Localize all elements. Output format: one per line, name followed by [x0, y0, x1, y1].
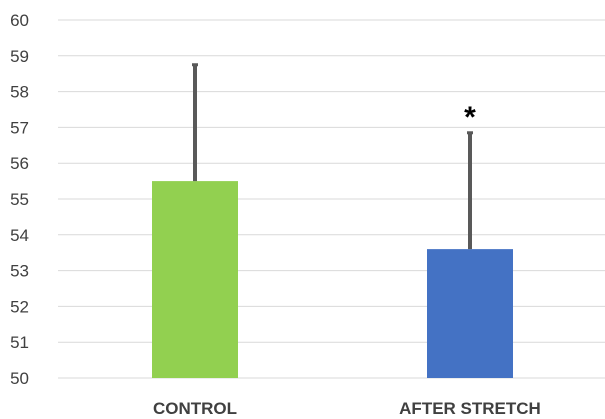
bar-after-stretch: [427, 249, 513, 378]
y-axis-tick-labels: 50 51 52 53 54 55 56 57 58 59 60: [10, 11, 29, 388]
x-category-label: AFTER STRETCH: [399, 399, 541, 418]
x-axis-category-labels: CONTROL AFTER STRETCH: [153, 399, 541, 418]
y-tick-label: 57: [10, 118, 29, 137]
y-tick-label: 54: [10, 226, 29, 245]
y-tick-label: 60: [10, 11, 29, 30]
y-tick-label: 52: [10, 297, 29, 316]
significance-marker: *: [464, 101, 476, 134]
error-bars: [192, 63, 473, 250]
annotations: *: [464, 101, 476, 134]
y-tick-label: 53: [10, 262, 29, 281]
y-tick-label: 55: [10, 190, 29, 209]
y-tick-label: 59: [10, 47, 29, 66]
y-tick-label: 58: [10, 83, 29, 102]
gridlines: [58, 19, 605, 379]
bars: [152, 181, 513, 378]
y-tick-label: 56: [10, 154, 29, 173]
bar-control: [152, 181, 238, 378]
x-category-label: CONTROL: [153, 399, 237, 418]
y-tick-label: 50: [10, 369, 29, 388]
y-tick-label: 51: [10, 333, 29, 352]
